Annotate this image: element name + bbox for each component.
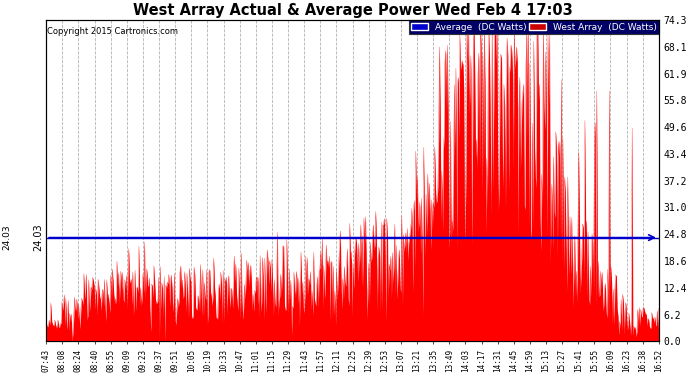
Legend: Average  (DC Watts), West Array  (DC Watts): Average (DC Watts), West Array (DC Watts… <box>409 20 659 34</box>
Title: West Array Actual & Average Power Wed Feb 4 17:03: West Array Actual & Average Power Wed Fe… <box>132 3 573 18</box>
Text: 24.03: 24.03 <box>3 225 12 251</box>
Text: 24.03: 24.03 <box>33 224 43 251</box>
Text: Copyright 2015 Cartronics.com: Copyright 2015 Cartronics.com <box>47 27 178 36</box>
